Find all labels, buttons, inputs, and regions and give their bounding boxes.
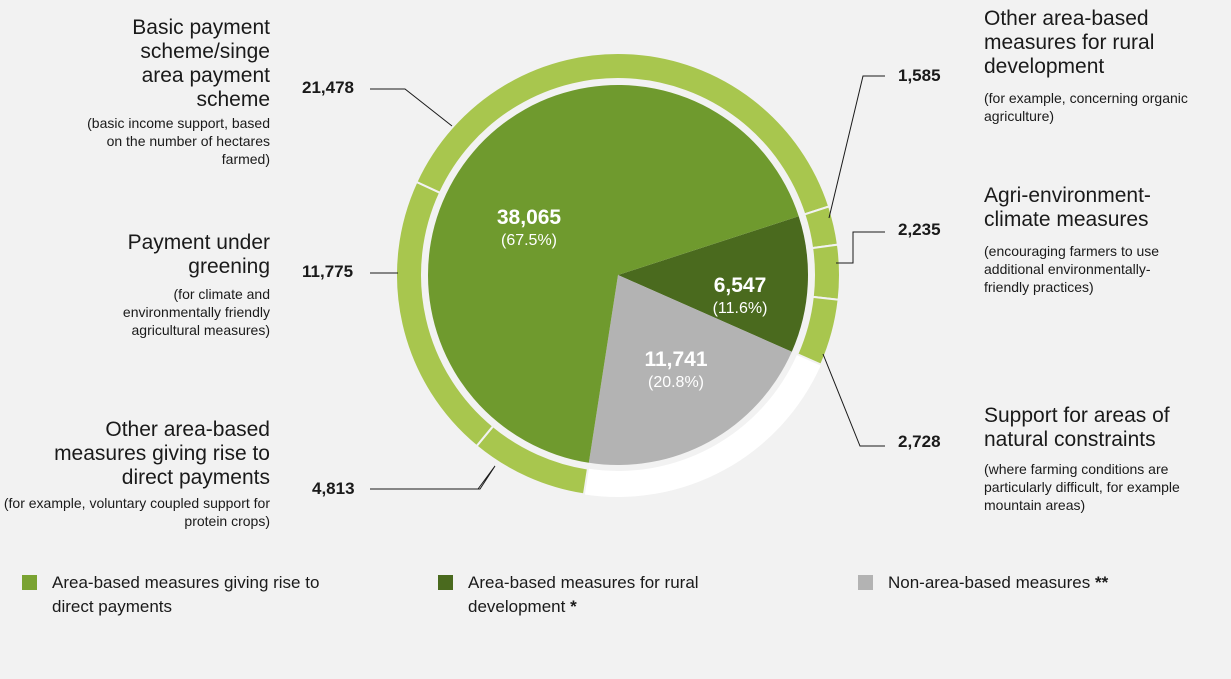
- ring-label-title: Basic payment scheme/singe area payment …: [132, 16, 270, 111]
- ring-label-subtitle: (for example, concerning organic agricul…: [984, 90, 1188, 124]
- legend-note: **: [1094, 573, 1109, 592]
- ring-background-segment: [583, 354, 822, 497]
- outer-ring-background: [583, 354, 822, 497]
- legend-label: Area-based measures giving rise to direc…: [52, 573, 320, 616]
- ring-label-subtitle: (basic income support, based on the numb…: [87, 115, 270, 167]
- legend-swatch: [22, 575, 37, 590]
- legend-label: Non-area-based measures: [888, 573, 1091, 592]
- pie-slice-non-area: [588, 275, 792, 466]
- ring-label-other-rural: Other area-based measures for rural deve…: [984, 7, 1214, 125]
- leader-line: [370, 465, 496, 490]
- ring-value-natural-constraints: 2,728: [898, 432, 941, 451]
- ring-label-natural-constraints: Support for areas of natural constraints…: [984, 404, 1224, 514]
- ring-label-other-direct: Other area-based measures giving rise to…: [0, 418, 270, 530]
- legend-swatch: [438, 575, 453, 590]
- pie-value-label: 11,741: [644, 348, 707, 371]
- pie-value-label: 6,547: [714, 274, 767, 297]
- pie-slice-direct-payments: [428, 84, 799, 463]
- ring-value-greening: 11,775: [302, 262, 354, 281]
- ring-label-subtitle: (for climate and environmentally friendl…: [122, 286, 270, 338]
- ring-label-greening: Payment under greening (for climate and …: [0, 231, 270, 339]
- ring-label-title: Other area-based measures for rural deve…: [984, 7, 1155, 78]
- pie-slice-rural-development: [618, 216, 808, 352]
- legend-swatch: [858, 575, 873, 590]
- legend-item-rural-development: Area-based measures for rural developmen…: [438, 571, 768, 619]
- outer-ring: [395, 52, 841, 496]
- ring-label-title: Support for areas of natural constraints: [984, 404, 1170, 451]
- legend-label: Area-based measures for rural developmen…: [468, 573, 699, 616]
- legend-note: *: [570, 597, 577, 616]
- ring-value-basic-payment: 21,478: [302, 78, 354, 97]
- legend-item-non-area: Non-area-based measures **: [858, 571, 1218, 595]
- ring-label-agri-env: Agri-environment-climate measures (encou…: [984, 184, 1214, 296]
- ring-value-other-rural: 1,585: [898, 66, 941, 85]
- pie-value-label: 38,065: [497, 206, 562, 229]
- ring-segment: [811, 243, 841, 301]
- leader-line: [822, 353, 885, 447]
- ring-segment: [803, 205, 840, 250]
- ring-label-basic-payment: Basic payment scheme/singe area payment …: [0, 16, 270, 168]
- leader-lines: [370, 75, 885, 490]
- leader-line: [836, 231, 885, 264]
- ring-label-subtitle: (encouraging farmers to use additional e…: [984, 243, 1160, 295]
- pie-percent-label: (11.6%): [713, 300, 768, 317]
- ring-label-title: Payment under greening: [127, 231, 270, 278]
- pie-percent-label: (20.8%): [648, 374, 704, 391]
- ring-label-subtitle: (for example, voluntary coupled support …: [3, 495, 270, 529]
- pie-percent-label: (67.5%): [501, 232, 557, 249]
- ring-value-other-direct: 4,813: [312, 479, 355, 498]
- legend-item-direct-payments: Area-based measures giving rise to direc…: [22, 571, 322, 619]
- leader-line: [370, 88, 453, 127]
- ring-label-title: Other area-based measures giving rise to…: [54, 418, 270, 489]
- leader-line: [828, 75, 885, 219]
- ring-label-subtitle: (where farming conditions are particular…: [984, 461, 1180, 513]
- inner-pie: 6,547 (11.6%) 11,741 (20.8%) 38,065 (67.5%): [428, 84, 808, 466]
- ring-label-title: Agri-environment-climate measures: [984, 184, 1151, 231]
- ring-value-agri-env: 2,235: [898, 220, 941, 239]
- ring-segment: [795, 295, 840, 366]
